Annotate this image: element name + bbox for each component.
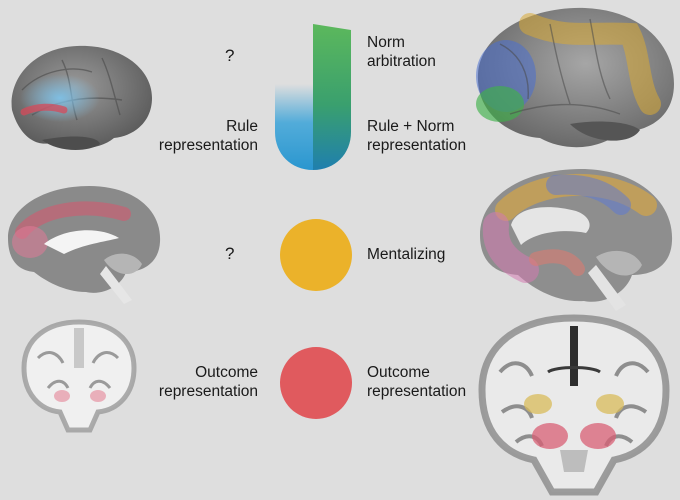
row1-right-top-label: Norm arbitration — [367, 34, 436, 70]
row3-right-label: Outcome representation — [367, 364, 467, 400]
rule-norm-symbol — [275, 24, 351, 170]
outcome-dot — [280, 347, 352, 419]
row2-left-label: ? — [225, 244, 235, 263]
mentalizing-dot — [280, 219, 352, 291]
right-lateral-brain-image — [476, 7, 674, 148]
left-medial-brain-image — [8, 186, 161, 304]
left-lateral-brain-image — [11, 45, 152, 150]
row1-right-bottom-label: Rule + Norm representation — [367, 118, 467, 154]
right-medial-brain-image — [480, 169, 673, 311]
row2-right-label: Mentalizing — [367, 246, 446, 263]
right-coronal-brain-image — [478, 314, 670, 496]
mentalizing-circle — [280, 219, 352, 291]
row1-left-bottom-label: Rule representation — [158, 118, 258, 154]
outcome-circle — [280, 347, 352, 419]
left-coronal-brain-image — [21, 319, 137, 433]
row3-left-label: Outcome representation — [158, 364, 258, 400]
row1-left-top-label: ? — [225, 46, 235, 65]
